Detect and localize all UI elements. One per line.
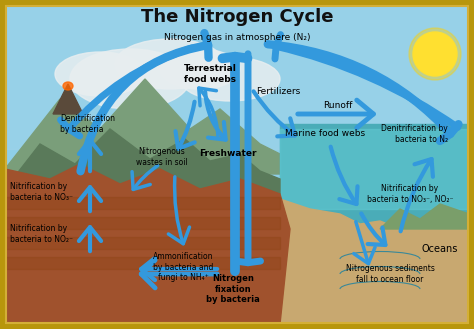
Polygon shape bbox=[5, 197, 280, 209]
Polygon shape bbox=[5, 257, 280, 269]
Text: Nitrogenous sediments
fall to ocean floor: Nitrogenous sediments fall to ocean floo… bbox=[346, 264, 435, 284]
Bar bbox=[5, 5, 469, 149]
Text: Oceans: Oceans bbox=[422, 244, 458, 254]
Ellipse shape bbox=[55, 52, 145, 96]
Text: Terrestrial
food webs: Terrestrial food webs bbox=[183, 64, 237, 84]
Ellipse shape bbox=[180, 57, 280, 101]
Polygon shape bbox=[53, 84, 83, 114]
Circle shape bbox=[413, 32, 457, 76]
Text: Ammonification
by bacteria and
fungi to NH₄⁺: Ammonification by bacteria and fungi to … bbox=[153, 252, 213, 282]
Text: Nitrification by
bacteria to NO₃⁻, NO₂⁻: Nitrification by bacteria to NO₃⁻, NO₂⁻ bbox=[367, 184, 453, 204]
Text: Denitrification
by bacteria: Denitrification by bacteria bbox=[60, 114, 115, 134]
Text: Nitrogen gas in atmosphere (N₂): Nitrogen gas in atmosphere (N₂) bbox=[164, 33, 310, 41]
Ellipse shape bbox=[63, 82, 73, 90]
Text: Runoff: Runoff bbox=[323, 100, 353, 110]
Polygon shape bbox=[5, 217, 280, 229]
Text: Nitrogenous
wastes in soil: Nitrogenous wastes in soil bbox=[136, 147, 188, 167]
Circle shape bbox=[409, 28, 461, 80]
Ellipse shape bbox=[115, 39, 225, 89]
Text: Freshwater: Freshwater bbox=[199, 149, 257, 159]
Text: Nitrification by
bacteria to NO₃⁻: Nitrification by bacteria to NO₃⁻ bbox=[10, 182, 73, 202]
Polygon shape bbox=[5, 164, 290, 324]
Ellipse shape bbox=[70, 49, 190, 109]
Text: The Nitrogen Cycle: The Nitrogen Cycle bbox=[141, 8, 333, 26]
Text: Nitrification by
bacteria to NO₂⁻: Nitrification by bacteria to NO₂⁻ bbox=[10, 224, 73, 244]
Ellipse shape bbox=[160, 49, 240, 89]
Polygon shape bbox=[280, 199, 469, 324]
Text: Fertilizers: Fertilizers bbox=[256, 87, 300, 95]
Polygon shape bbox=[5, 237, 280, 249]
Bar bbox=[280, 124, 469, 324]
Polygon shape bbox=[5, 79, 280, 174]
Text: Marine food webs: Marine food webs bbox=[285, 130, 365, 139]
Bar bbox=[280, 129, 469, 209]
Text: Denitrification by
bacteria to N₂: Denitrification by bacteria to N₂ bbox=[381, 124, 448, 144]
Polygon shape bbox=[380, 204, 469, 229]
Text: Nitrogen
fixation
by bacteria: Nitrogen fixation by bacteria bbox=[206, 274, 260, 304]
Polygon shape bbox=[5, 129, 280, 194]
